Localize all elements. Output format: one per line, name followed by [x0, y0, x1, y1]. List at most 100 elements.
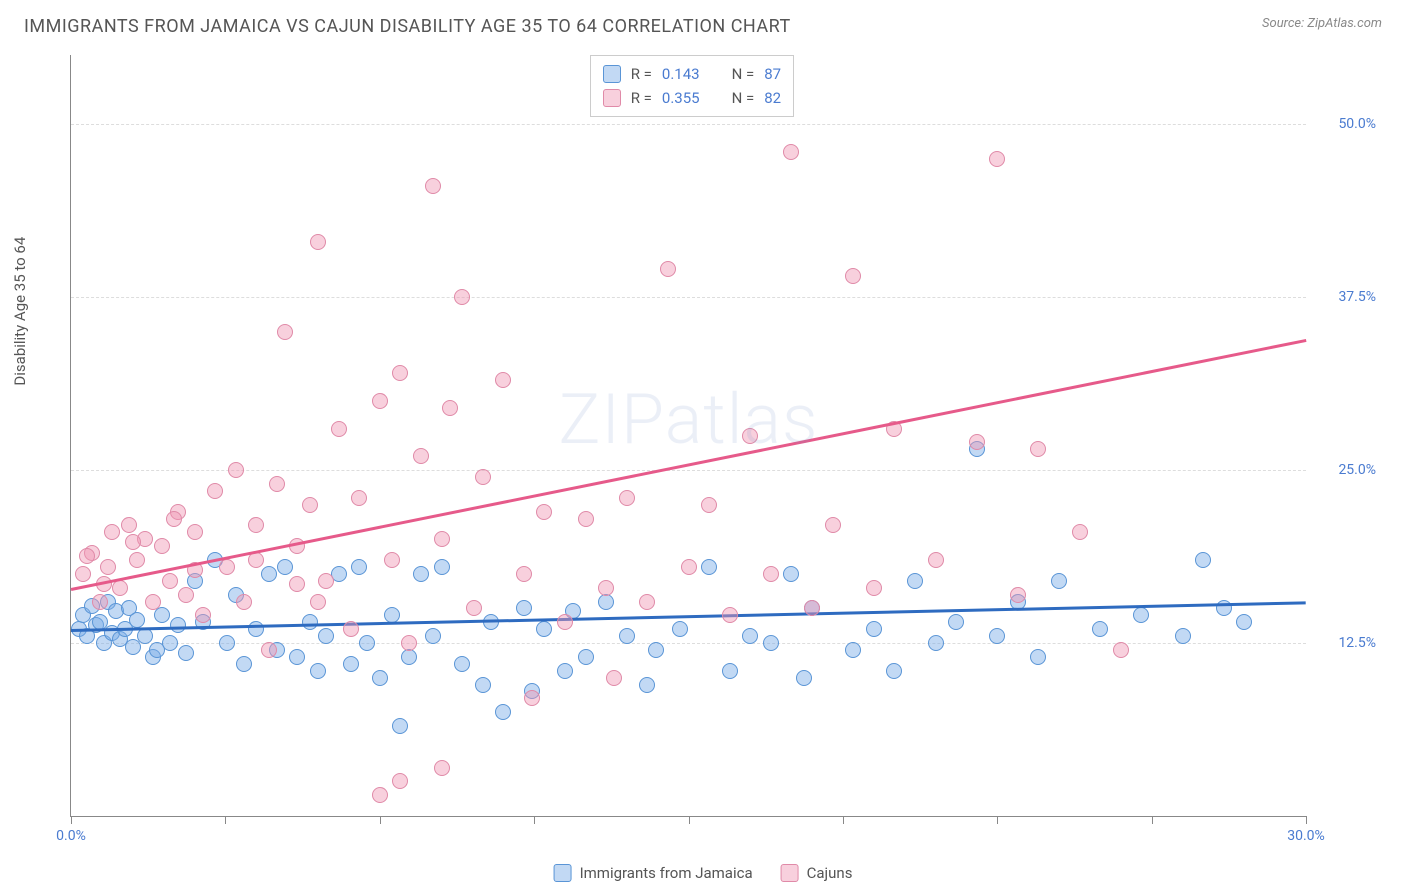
- point-cajun: [660, 261, 676, 277]
- point-jamaica: [516, 600, 532, 616]
- point-jamaica: [454, 656, 470, 672]
- stats-row: R =0.143N =87: [603, 62, 781, 86]
- trendline-cajun: [71, 339, 1306, 591]
- x-tick: [1152, 816, 1153, 824]
- point-cajun: [845, 268, 861, 284]
- point-cajun: [187, 524, 203, 540]
- point-cajun: [112, 580, 128, 596]
- point-jamaica: [219, 635, 235, 651]
- point-jamaica: [434, 559, 450, 575]
- point-jamaica: [1175, 628, 1191, 644]
- point-cajun: [578, 511, 594, 527]
- stat-r-label: R =: [631, 62, 652, 86]
- point-jamaica: [1092, 621, 1108, 637]
- y-axis-label: Disability Age 35 to 64: [11, 237, 29, 386]
- stat-n-label: N =: [732, 86, 755, 110]
- stat-r-value: 0.143: [662, 62, 700, 86]
- point-cajun: [442, 400, 458, 416]
- stat-n-label: N =: [732, 62, 755, 86]
- point-jamaica: [845, 642, 861, 658]
- point-cajun: [384, 552, 400, 568]
- source-attribution: Source: ZipAtlas.com: [1262, 16, 1382, 31]
- point-cajun: [969, 434, 985, 450]
- point-cajun: [104, 524, 120, 540]
- point-cajun: [248, 517, 264, 533]
- point-cajun: [475, 469, 491, 485]
- point-jamaica: [928, 635, 944, 651]
- point-jamaica: [536, 621, 552, 637]
- point-jamaica: [413, 566, 429, 582]
- point-cajun: [1072, 524, 1088, 540]
- point-cajun: [1010, 587, 1026, 603]
- legend-swatch-jamaica: [554, 864, 572, 882]
- point-jamaica: [1051, 573, 1067, 589]
- point-jamaica: [578, 649, 594, 665]
- point-jamaica: [359, 635, 375, 651]
- stats-row: R =0.355N =82: [603, 86, 781, 110]
- point-cajun: [277, 324, 293, 340]
- point-jamaica: [1030, 649, 1046, 665]
- point-cajun: [722, 607, 738, 623]
- stats-swatch: [603, 89, 621, 107]
- point-jamaica: [425, 628, 441, 644]
- gridline-h: [71, 470, 1306, 471]
- bottom-legend: Immigrants from Jamaica Cajuns: [554, 864, 853, 882]
- point-cajun: [434, 531, 450, 547]
- point-cajun: [783, 144, 799, 160]
- x-tick: [843, 816, 844, 824]
- point-cajun: [639, 594, 655, 610]
- point-cajun: [100, 559, 116, 575]
- stat-r-label: R =: [631, 86, 652, 110]
- point-jamaica: [796, 670, 812, 686]
- legend-label-jamaica: Immigrants from Jamaica: [580, 864, 753, 882]
- point-cajun: [989, 151, 1005, 167]
- point-cajun: [1030, 441, 1046, 457]
- point-cajun: [310, 594, 326, 610]
- stat-r-value: 0.355: [662, 86, 700, 110]
- x-tick: [997, 816, 998, 824]
- point-cajun: [125, 534, 141, 550]
- point-jamaica: [639, 677, 655, 693]
- point-cajun: [413, 448, 429, 464]
- point-cajun: [742, 428, 758, 444]
- point-cajun: [343, 621, 359, 637]
- point-jamaica: [302, 614, 318, 630]
- point-jamaica: [351, 559, 367, 575]
- point-jamaica: [178, 645, 194, 661]
- gridline-h: [71, 297, 1306, 298]
- point-jamaica: [154, 607, 170, 623]
- plot-area: ZIPatlas R =0.143N =87R =0.355N =82 12.5…: [70, 55, 1306, 817]
- point-jamaica: [722, 663, 738, 679]
- point-cajun: [372, 787, 388, 803]
- point-jamaica: [261, 566, 277, 582]
- y-tick-label: 50.0%: [1316, 116, 1376, 132]
- point-jamaica: [483, 614, 499, 630]
- point-jamaica: [907, 573, 923, 589]
- point-cajun: [75, 566, 91, 582]
- point-cajun: [763, 566, 779, 582]
- point-jamaica: [372, 670, 388, 686]
- point-jamaica: [672, 621, 688, 637]
- point-jamaica: [557, 663, 573, 679]
- point-cajun: [162, 573, 178, 589]
- point-cajun: [248, 552, 264, 568]
- point-cajun: [804, 600, 820, 616]
- point-cajun: [1113, 642, 1129, 658]
- chart-title: IMMIGRANTS FROM JAMAICA VS CAJUN DISABIL…: [24, 16, 791, 37]
- point-cajun: [681, 559, 697, 575]
- x-tick: [689, 816, 690, 824]
- point-cajun: [166, 511, 182, 527]
- x-tick-label: 30.0%: [1287, 828, 1325, 844]
- point-cajun: [92, 594, 108, 610]
- point-cajun: [701, 497, 717, 513]
- point-cajun: [392, 773, 408, 789]
- point-cajun: [310, 234, 326, 250]
- point-jamaica: [648, 642, 664, 658]
- trendline-jamaica: [71, 602, 1306, 632]
- point-jamaica: [1195, 552, 1211, 568]
- point-cajun: [269, 476, 285, 492]
- point-cajun: [557, 614, 573, 630]
- point-cajun: [195, 607, 211, 623]
- x-tick: [534, 816, 535, 824]
- point-jamaica: [886, 663, 902, 679]
